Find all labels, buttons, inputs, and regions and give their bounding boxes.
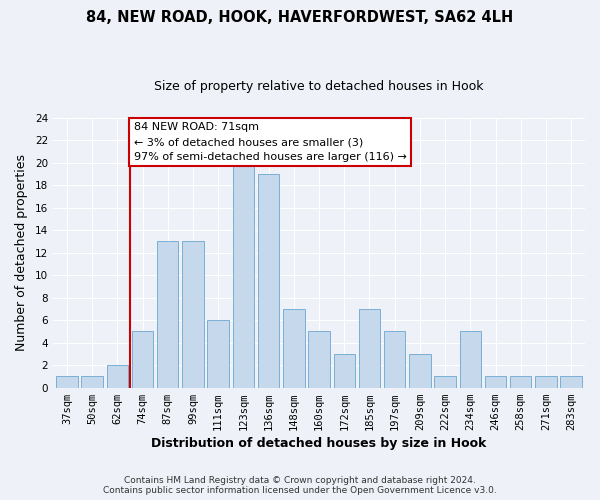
Bar <box>460 332 481 388</box>
Bar <box>56 376 77 388</box>
Bar <box>560 376 582 388</box>
Bar <box>485 376 506 388</box>
Bar <box>434 376 456 388</box>
Bar <box>359 309 380 388</box>
Bar <box>535 376 557 388</box>
Bar <box>107 365 128 388</box>
Bar <box>308 332 330 388</box>
Y-axis label: Number of detached properties: Number of detached properties <box>15 154 28 351</box>
Bar <box>233 163 254 388</box>
Bar <box>132 332 153 388</box>
Bar <box>334 354 355 388</box>
X-axis label: Distribution of detached houses by size in Hook: Distribution of detached houses by size … <box>151 437 487 450</box>
Text: 84 NEW ROAD: 71sqm
← 3% of detached houses are smaller (3)
97% of semi-detached : 84 NEW ROAD: 71sqm ← 3% of detached hous… <box>134 122 407 162</box>
Bar <box>409 354 431 388</box>
Bar <box>157 242 178 388</box>
Bar <box>384 332 406 388</box>
Bar <box>208 320 229 388</box>
Bar <box>283 309 305 388</box>
Text: Contains HM Land Registry data © Crown copyright and database right 2024.
Contai: Contains HM Land Registry data © Crown c… <box>103 476 497 495</box>
Bar <box>258 174 280 388</box>
Bar <box>82 376 103 388</box>
Text: 84, NEW ROAD, HOOK, HAVERFORDWEST, SA62 4LH: 84, NEW ROAD, HOOK, HAVERFORDWEST, SA62 … <box>86 10 514 25</box>
Title: Size of property relative to detached houses in Hook: Size of property relative to detached ho… <box>154 80 484 93</box>
Bar <box>182 242 203 388</box>
Bar <box>510 376 532 388</box>
